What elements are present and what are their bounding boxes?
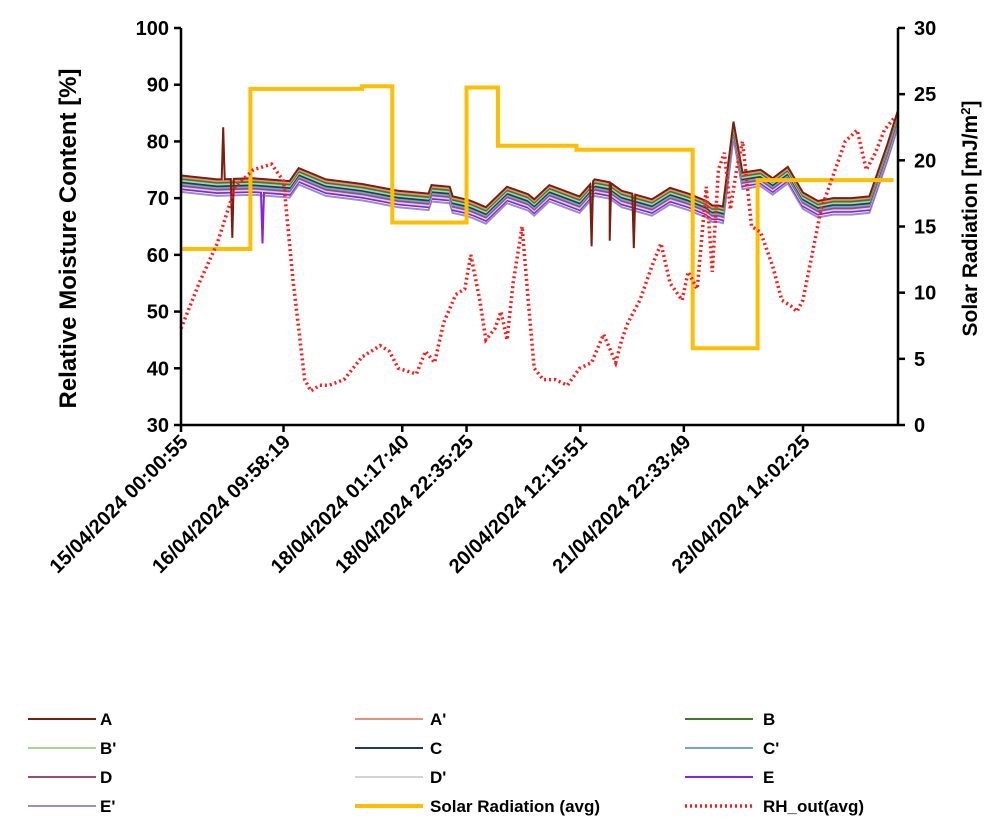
legend-label: A (100, 710, 112, 729)
y-left-tick-label: 40 (147, 358, 169, 380)
y-right-tick-label: 30 (914, 18, 936, 40)
y-right-tick-label: 10 (914, 283, 936, 305)
legend-label: E' (100, 797, 115, 816)
series-line-rh-out (179, 117, 895, 394)
y-right-tick-label: 25 (914, 84, 936, 106)
legend-label: E (763, 768, 774, 787)
y-left-tick-label: 50 (147, 302, 169, 324)
legend-label: C' (763, 739, 779, 758)
series-line-E (180, 123, 899, 244)
y-left-tick-label: 30 (147, 415, 169, 437)
y-right-tick-label: 0 (914, 415, 925, 437)
y-right-tick-label: 20 (914, 150, 936, 172)
y-left-tick-label: 80 (147, 131, 169, 153)
legend-label: RH_out(avg) (763, 797, 864, 816)
y-left-tick-label: 90 (147, 75, 169, 97)
series-line-solar-radiation (181, 84, 894, 351)
legend-label: D' (430, 768, 446, 787)
y-right-tick-label: 15 (914, 217, 936, 239)
series-line-A (180, 109, 899, 249)
y-left-tick-label: 70 (147, 188, 169, 210)
legend-label: A' (430, 710, 446, 729)
legend-label: C (430, 739, 442, 758)
legend-label: B' (100, 739, 116, 758)
y-left-tick-label: 100 (136, 18, 169, 40)
y-left-tick-label: 60 (147, 245, 169, 267)
x-tick-label: 23/04/2024 14:02:25 (668, 431, 815, 578)
legend-label: B (763, 710, 775, 729)
y-axis-right-title: Solar Radiation [mJ/m2] (958, 101, 983, 337)
legend: A A' B B' C C' D D' E E' Solar Radiation (avg) RH_o… (28, 710, 864, 816)
legend-label: Solar Radiation (avg) (430, 797, 600, 816)
axes: 3040506070809010005101520253015/04/2024 … (46, 18, 982, 578)
plot-area (179, 84, 899, 394)
y-axis-left-title: Relative Moisture Content [%] (55, 68, 82, 408)
legend-label: D (100, 768, 112, 787)
y-right-tick-label: 5 (914, 349, 925, 371)
